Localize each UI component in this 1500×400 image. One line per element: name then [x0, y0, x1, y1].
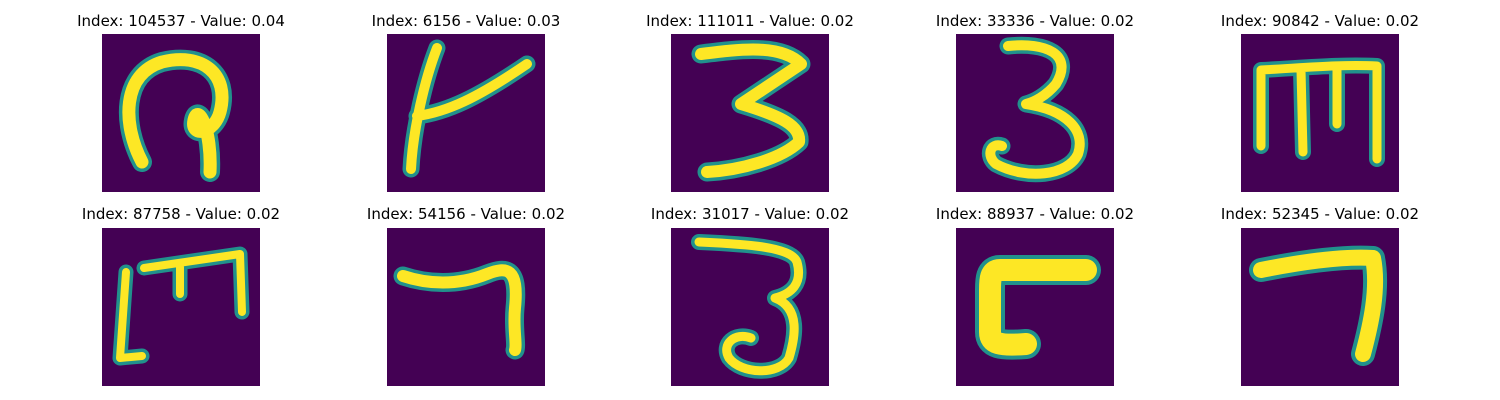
panel-title-8: Index: 31017 - Value: 0.02 [650, 205, 850, 223]
glyph-stroke [694, 237, 803, 376]
glyph-stroke [1256, 60, 1382, 164]
panel-title-10: Index: 52345 - Value: 0.02 [1220, 205, 1420, 223]
digit-image-4 [956, 34, 1114, 192]
digit-image-10 [1241, 228, 1399, 386]
panel-title-3: Index: 111011 - Value: 0.02 [646, 12, 854, 30]
panel-title-5: Index: 90842 - Value: 0.02 [1220, 12, 1420, 30]
panel-title-2: Index: 6156 - Value: 0.03 [371, 12, 561, 30]
digit-image-8 [671, 228, 829, 386]
digit-image-2 [387, 34, 545, 192]
glyph-stroke [1253, 249, 1384, 362]
panel-title-7: Index: 54156 - Value: 0.02 [366, 205, 566, 223]
glyph-stroke [397, 264, 522, 356]
glyph-stroke [116, 250, 246, 362]
digit-image-7 [387, 228, 545, 386]
digit-image-9 [956, 228, 1114, 386]
digit-image-6 [102, 228, 260, 386]
digit-image-5 [1241, 34, 1399, 192]
digit-image-3 [671, 34, 829, 192]
glyph-stroke [122, 53, 229, 179]
image-background [671, 228, 829, 386]
panel-title-9: Index: 88937 - Value: 0.02 [935, 205, 1135, 223]
panel-title-6: Index: 87758 - Value: 0.02 [81, 205, 281, 223]
digit-image-1 [102, 34, 260, 192]
glyph-stroke [406, 43, 532, 174]
glyph-stroke [979, 259, 1097, 356]
glyph-stroke [985, 40, 1085, 179]
panel-title-4: Index: 33336 - Value: 0.02 [935, 12, 1135, 30]
panel-title-1: Index: 104537 - Value: 0.04 [77, 12, 285, 30]
glyph-stroke [695, 43, 807, 178]
